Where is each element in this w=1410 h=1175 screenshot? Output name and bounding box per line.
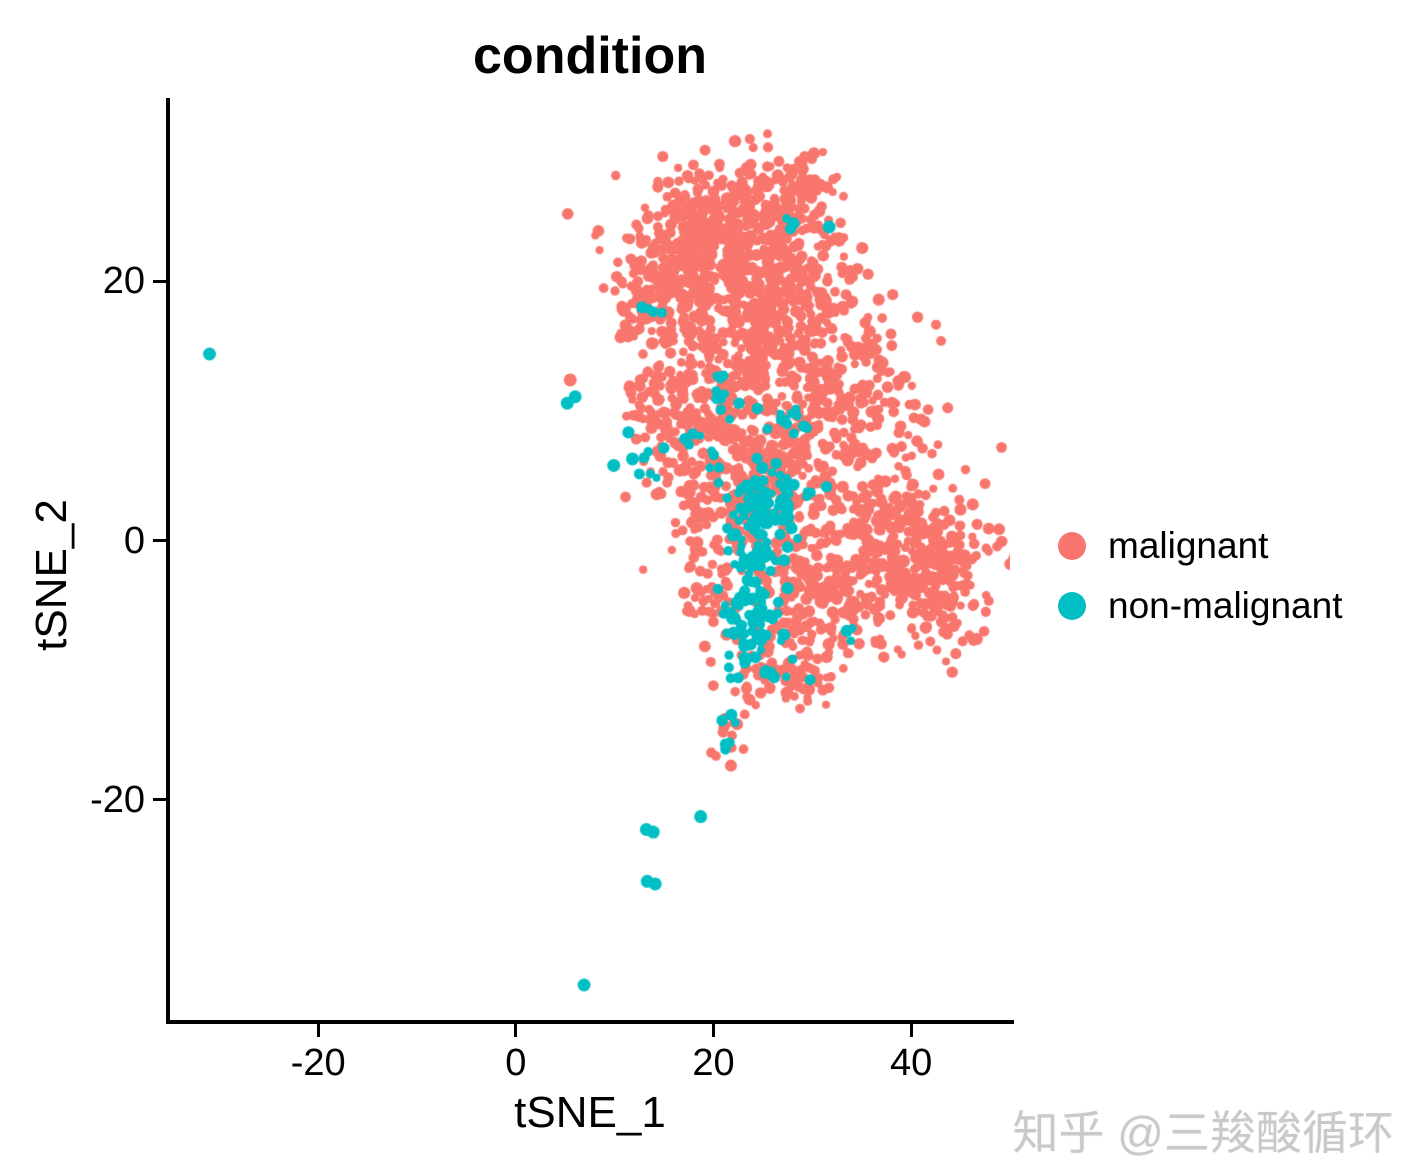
- y-axis-line: [166, 98, 170, 1024]
- non-malignant-dot-icon: [1058, 592, 1086, 620]
- x-axis-tick-label: 0: [505, 1042, 527, 1084]
- x-axis-tick: [712, 1024, 716, 1037]
- watermark: 知乎 @三羧酸循环: [1012, 1107, 1394, 1159]
- x-axis-label: tSNE_1: [514, 1088, 666, 1137]
- y-axis-tick-label: 0: [123, 519, 145, 562]
- x-axis-tick-label: 20: [692, 1042, 735, 1084]
- legend-item-non-malignant: non-malignant: [1058, 580, 1342, 632]
- legend: malignant non-malignant: [1058, 520, 1342, 632]
- scatter-points: [170, 100, 1010, 1020]
- x-axis-tick: [316, 1024, 320, 1037]
- legend-item-malignant: malignant: [1058, 520, 1342, 572]
- y-axis-tick-label: 20: [102, 260, 145, 303]
- legend-label-malignant: malignant: [1108, 525, 1269, 566]
- x-axis-tick: [909, 1024, 913, 1037]
- x-axis-tick: [514, 1024, 518, 1037]
- malignant-dot-icon: [1058, 532, 1086, 560]
- y-axis-tick: [153, 798, 166, 802]
- plot-title: condition: [473, 27, 707, 85]
- y-axis-tick-label: -20: [90, 778, 145, 821]
- x-axis-tick-label: 40: [890, 1042, 933, 1084]
- x-axis-tick-label: -20: [290, 1042, 346, 1084]
- y-axis-tick: [153, 279, 166, 283]
- y-axis-tick: [153, 539, 166, 543]
- x-axis-line: [166, 1020, 1014, 1024]
- legend-label-non-malignant: non-malignant: [1108, 585, 1343, 626]
